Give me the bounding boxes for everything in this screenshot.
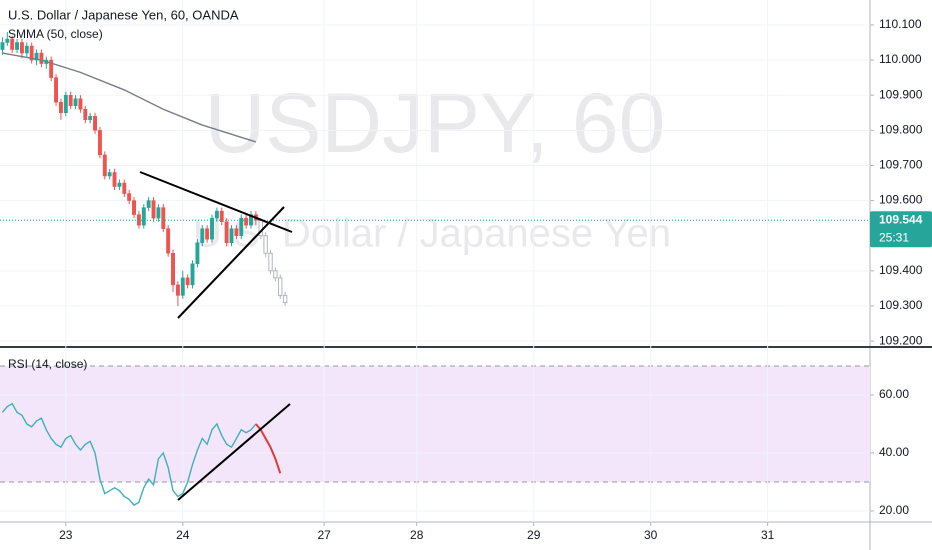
y-tick-label: 109.700 <box>879 158 923 172</box>
candle-body <box>29 45 34 61</box>
candle-body <box>83 108 88 121</box>
candle-body <box>10 38 15 50</box>
y-tick-label: 109.900 <box>879 87 923 101</box>
candle-body <box>185 277 190 286</box>
x-tick-label: 23 <box>59 528 73 542</box>
candle-body <box>263 235 268 254</box>
candle-body <box>117 182 122 187</box>
candle-body <box>156 207 161 219</box>
x-tick-label: 27 <box>317 528 331 542</box>
candle-body <box>68 94 73 106</box>
x-tick-label: 29 <box>527 528 541 542</box>
trendline <box>177 206 285 319</box>
y-tick-label: 110.100 <box>879 17 922 31</box>
x-tick-label: 30 <box>644 528 658 542</box>
candle-body <box>239 217 244 236</box>
candle-body <box>88 116 93 121</box>
x-tick-label: 31 <box>761 528 775 542</box>
countdown: 25:31 <box>879 230 909 244</box>
candle-body <box>78 98 83 110</box>
candle-body <box>180 277 185 296</box>
candle-body <box>273 270 278 279</box>
y-tick-label: 40.00 <box>879 445 909 459</box>
candle-body <box>244 217 249 226</box>
candle-body <box>49 59 54 78</box>
series-label: RSI (14, close) <box>8 357 87 371</box>
candle-body <box>219 210 224 222</box>
candle-body <box>200 228 205 243</box>
x-tick-label: 24 <box>176 528 190 542</box>
y-tick-label: 109.600 <box>879 193 923 207</box>
candle-body <box>39 52 44 64</box>
y-tick-label: 109.800 <box>879 122 923 136</box>
last-price-label: 109.544 <box>879 212 923 226</box>
candle-body <box>171 253 175 286</box>
candle-body <box>195 242 200 265</box>
series-line <box>2 52 257 143</box>
y-tick-label: 60.00 <box>879 387 909 401</box>
candle-body <box>210 217 214 240</box>
candle-body <box>112 172 117 187</box>
candle-body <box>24 45 29 54</box>
trendline <box>177 403 291 501</box>
candle-body <box>15 42 20 50</box>
rsi-band <box>0 365 870 482</box>
y-tick-label: 20.00 <box>879 503 909 517</box>
candle-body <box>278 277 283 296</box>
candle-body <box>166 228 171 254</box>
candle-body <box>0 42 5 50</box>
last-price-box <box>870 211 932 248</box>
pane-background <box>0 24 870 342</box>
candle-body <box>107 172 112 177</box>
candle-body <box>214 210 219 219</box>
candle-body <box>190 263 195 286</box>
candle-body <box>5 38 10 43</box>
candle-body <box>63 94 68 114</box>
chart-title: U.S. Dollar / Japanese Yen, 60, OANDA <box>8 7 239 22</box>
watermark: USDJPY, 60 <box>205 76 666 170</box>
candle-body <box>93 116 97 131</box>
candle-body <box>97 130 102 156</box>
series-label: SMMA (50, close) <box>8 27 103 41</box>
pane-background <box>0 0 870 522</box>
candle-body <box>205 228 210 240</box>
candle-body <box>229 228 234 243</box>
candle-body <box>73 98 78 106</box>
candle-body <box>146 200 151 208</box>
candle-body <box>151 200 156 219</box>
candle-body <box>224 221 229 243</box>
trendline <box>139 171 293 233</box>
candle-body <box>141 207 146 226</box>
y-tick-label: 110.000 <box>879 52 922 66</box>
candle-body <box>54 77 59 103</box>
candle-body <box>161 207 166 229</box>
candle-body <box>127 193 132 201</box>
x-tick-label: 28 <box>410 528 424 542</box>
drawings <box>139 171 293 501</box>
candle-body <box>58 101 63 114</box>
candle-body <box>132 200 136 215</box>
candle-body <box>102 154 107 177</box>
candle-body <box>175 284 180 296</box>
candle-body <box>34 52 39 61</box>
y-tick-label: 109.300 <box>879 298 923 312</box>
candle-body <box>282 294 288 303</box>
y-tick-label: 109.200 <box>879 333 923 347</box>
candle-body <box>19 42 24 54</box>
series-line <box>1 402 257 507</box>
candle-body <box>268 252 273 272</box>
candle-body <box>122 182 127 194</box>
candle-body <box>234 228 239 236</box>
y-tick-label: 109.400 <box>879 263 923 277</box>
